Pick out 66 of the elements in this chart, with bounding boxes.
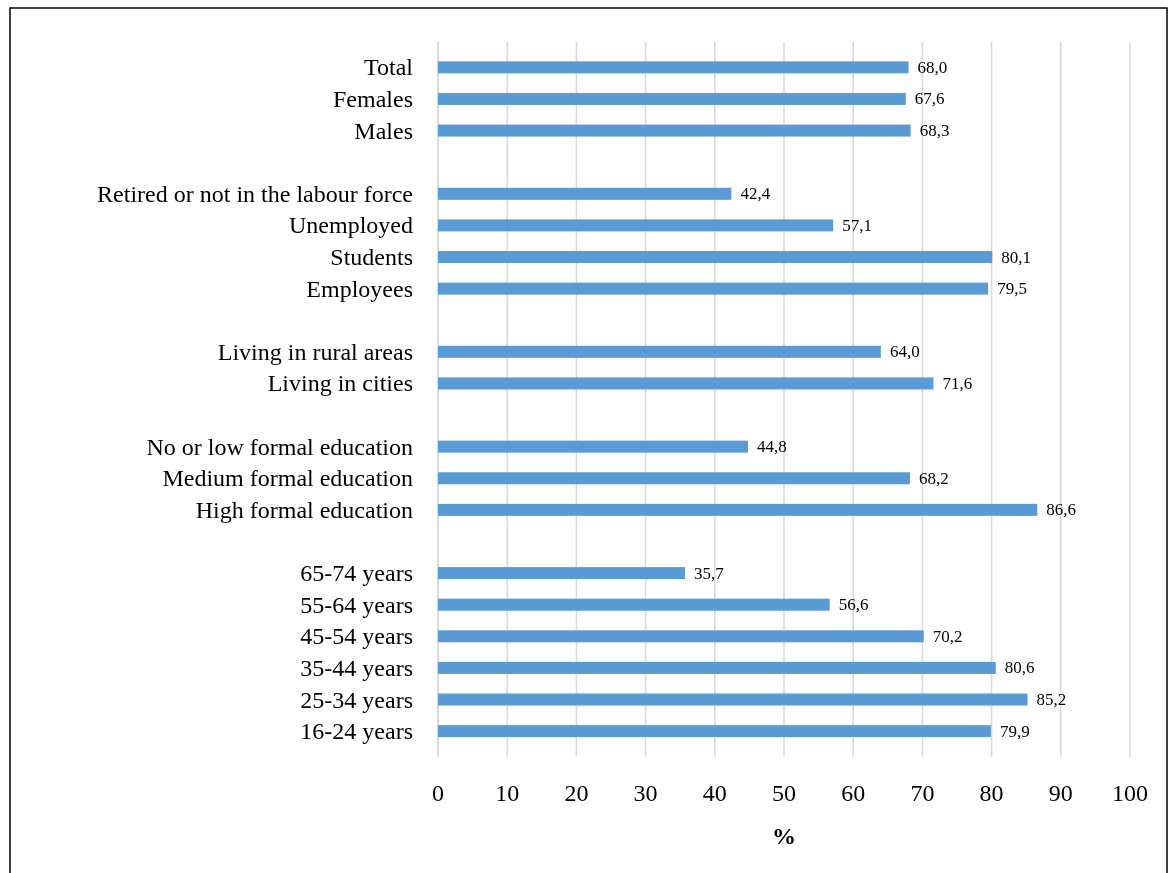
- data-label: 80,1: [1001, 247, 1032, 267]
- data-label: 42,4: [740, 184, 771, 204]
- x-tick-label: 0: [432, 780, 444, 806]
- y-tick-label: Employees: [306, 275, 413, 302]
- data-label: 85,2: [1036, 690, 1067, 710]
- y-tick-label: Living in rural areas: [217, 338, 413, 365]
- bar: [438, 187, 732, 200]
- y-tick-label: Females: [333, 85, 413, 112]
- bar: [438, 124, 911, 137]
- y-tick-label: Unemployed: [289, 212, 413, 239]
- x-tick-label: 20: [564, 780, 589, 806]
- data-label: 86,6: [1046, 500, 1077, 520]
- bar: [438, 345, 881, 358]
- data-label: 68,0: [917, 57, 948, 77]
- bar: [438, 598, 830, 611]
- bar: [438, 282, 989, 295]
- x-tick-label: 10: [495, 780, 520, 806]
- data-label: 64,0: [889, 342, 920, 362]
- bar: [438, 251, 993, 264]
- y-tick-label: 45-54 years: [300, 623, 413, 650]
- bar: [438, 219, 834, 232]
- x-tick-label: 80: [979, 780, 1004, 806]
- y-tick-label: Living in cities: [267, 370, 413, 397]
- y-tick-label: Retired or not in the labour force: [97, 180, 413, 207]
- data-label: 70,2: [932, 626, 963, 646]
- data-label: 57,1: [842, 215, 872, 235]
- y-tick-label: 35-44 years: [300, 654, 413, 681]
- bar: [438, 61, 909, 74]
- bar: [438, 693, 1028, 706]
- y-tick-label: High formal education: [195, 496, 413, 523]
- data-label: 68,3: [919, 121, 950, 141]
- data-label: 79,5: [997, 279, 1027, 299]
- x-tick-label: 40: [702, 780, 727, 806]
- bar: [438, 472, 910, 485]
- bar: [438, 377, 934, 390]
- data-label: 79,9: [999, 721, 1030, 741]
- data-label: 67,6: [914, 89, 945, 109]
- x-tick-label: 30: [633, 780, 658, 806]
- y-tick-label: 65-74 years: [300, 560, 413, 587]
- y-tick-label: Medium formal education: [162, 465, 413, 492]
- x-tick-label: 50: [772, 780, 796, 806]
- data-label: 71,6: [942, 373, 973, 393]
- x-tick-label: 100: [1112, 780, 1148, 806]
- x-tick-label: 60: [841, 780, 866, 806]
- data-label: 35,7: [694, 563, 725, 583]
- bar: [438, 440, 749, 453]
- bar: [438, 661, 996, 674]
- y-tick-label: 55-64 years: [300, 591, 413, 618]
- data-label: 80,6: [1004, 658, 1035, 678]
- data-label: 56,6: [838, 595, 869, 615]
- bar: [438, 630, 924, 643]
- x-tick-label: 70: [910, 780, 935, 806]
- y-tick-label: 25-34 years: [300, 686, 413, 713]
- bar: [438, 503, 1038, 516]
- x-tick-label: 90: [1048, 780, 1073, 806]
- bar: [438, 725, 991, 738]
- x-axis-title: %: [772, 823, 796, 849]
- data-label: 44,8: [757, 437, 787, 457]
- y-tick-label: No or low formal education: [146, 433, 413, 460]
- bar: [438, 92, 906, 105]
- y-tick-label: Students: [330, 244, 413, 271]
- data-label: 68,2: [918, 468, 949, 488]
- bar: [438, 567, 686, 580]
- y-tick-label: Males: [354, 117, 413, 144]
- y-tick-label: Total: [364, 54, 414, 81]
- y-tick-label: 16-24 years: [300, 718, 413, 745]
